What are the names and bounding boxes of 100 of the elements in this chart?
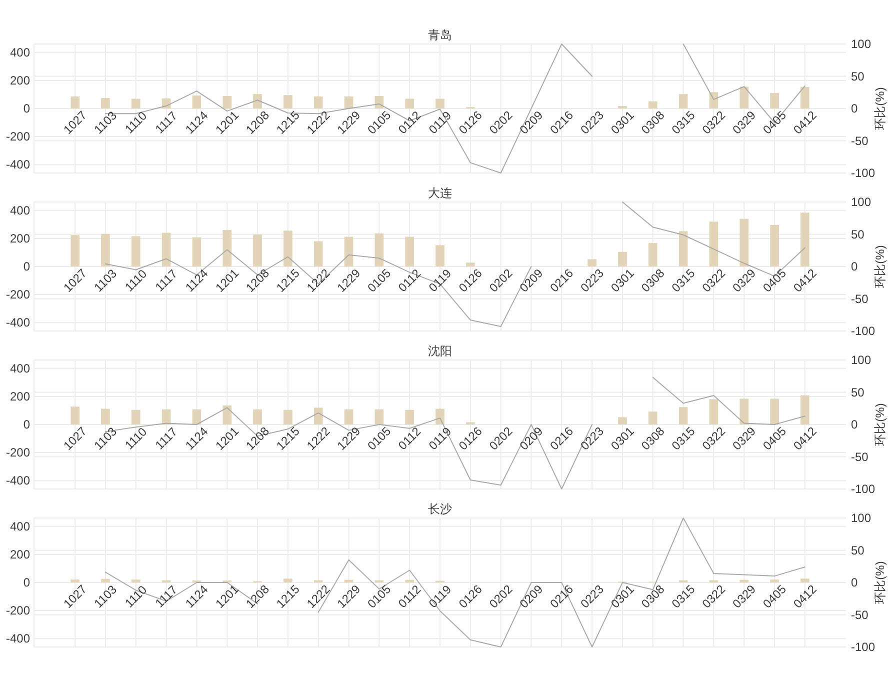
bar [253, 94, 262, 108]
y2-tick-label: -100 [851, 640, 876, 654]
chart-title: 青岛 [428, 28, 452, 42]
bar [800, 395, 810, 424]
bar [70, 96, 80, 108]
bar [314, 241, 323, 266]
y2-tick-label: 100 [851, 37, 872, 51]
bar [800, 212, 810, 266]
bar [344, 236, 354, 266]
bar [162, 232, 171, 266]
y-tick-label: 400 [10, 203, 30, 218]
chart-title: 沈阳 [428, 344, 452, 358]
bar [70, 406, 80, 424]
bar [101, 234, 110, 266]
bar [648, 101, 658, 108]
bar [101, 408, 110, 424]
bar [740, 86, 749, 108]
bar [709, 399, 718, 424]
bar [648, 412, 658, 424]
bar [678, 94, 688, 108]
y-tick-label: 0 [23, 102, 30, 116]
y-tick-label: -400 [6, 632, 30, 646]
y2-axis-title: 环比(%) [873, 403, 887, 446]
y2-tick-label: 0 [851, 576, 858, 590]
bar [131, 410, 140, 424]
bar [436, 408, 444, 424]
bar [192, 409, 202, 424]
bar [253, 409, 262, 424]
y2-axis-title: 环比(%) [873, 245, 887, 288]
bar [222, 405, 232, 424]
y2-tick-label: -50 [851, 608, 869, 622]
bar [314, 96, 323, 108]
y2-axis-title: 环比(%) [873, 87, 887, 130]
bar [314, 408, 323, 424]
y-tick-label: 200 [10, 547, 30, 562]
bar [436, 98, 444, 108]
bar [618, 417, 627, 424]
bar [678, 231, 688, 266]
y-tick-label: 400 [10, 361, 30, 376]
bar [344, 409, 354, 424]
bar [192, 237, 202, 266]
chart-title: 大连 [428, 186, 452, 200]
y2-tick-label: 50 [851, 385, 865, 400]
y-tick-label: 200 [10, 389, 30, 404]
y2-tick-label: -50 [851, 292, 869, 306]
y-tick-label: 400 [10, 519, 30, 534]
bar [618, 106, 627, 108]
bar [101, 98, 110, 108]
bar [588, 259, 596, 266]
bar [222, 96, 232, 108]
chart-title: 长沙 [428, 502, 452, 516]
y2-tick-label: 50 [851, 227, 865, 242]
bar [374, 409, 384, 424]
bar [284, 410, 292, 424]
bar [131, 98, 140, 108]
bar [405, 236, 414, 266]
y-tick-label: 200 [10, 231, 30, 246]
bar [284, 230, 292, 266]
bar [405, 410, 414, 424]
y-tick-label: 0 [23, 418, 30, 432]
y2-tick-label: -50 [851, 450, 869, 464]
bar [131, 236, 140, 266]
y2-tick-label: -100 [851, 324, 876, 338]
bar [770, 93, 779, 108]
y-tick-label: 0 [23, 576, 30, 590]
bar [344, 96, 354, 108]
y2-tick-label: 50 [851, 69, 865, 84]
y2-tick-label: 0 [851, 260, 858, 274]
bar [253, 234, 262, 266]
bar [284, 95, 292, 108]
bar [740, 218, 749, 266]
y2-tick-label: 100 [851, 511, 872, 525]
y2-tick-label: 100 [851, 195, 872, 209]
y-tick-label: -200 [6, 604, 30, 618]
y2-tick-label: 50 [851, 543, 865, 558]
y2-tick-label: 0 [851, 418, 858, 432]
bar [800, 86, 810, 108]
bar [618, 252, 627, 266]
bar [678, 407, 688, 424]
y-tick-label: 0 [23, 260, 30, 274]
y-tick-label: -200 [6, 288, 30, 302]
bar [70, 235, 80, 266]
y-tick-label: -400 [6, 474, 30, 488]
bar [222, 230, 232, 266]
bar [648, 242, 658, 266]
y2-axis-title: 环比(%) [873, 561, 887, 604]
y2-tick-label: 0 [851, 102, 858, 116]
bar [405, 98, 414, 108]
y-tick-label: -400 [6, 316, 30, 330]
y2-tick-label: 100 [851, 353, 872, 367]
y2-tick-label: -50 [851, 134, 869, 148]
y-tick-label: 400 [10, 45, 30, 60]
y-tick-label: -200 [6, 446, 30, 460]
bar [374, 233, 384, 266]
y-tick-label: -400 [6, 158, 30, 172]
bar [709, 222, 718, 266]
bar [192, 95, 202, 108]
bar [770, 224, 779, 266]
y-tick-label: -200 [6, 130, 30, 144]
y-tick-label: 200 [10, 73, 30, 88]
